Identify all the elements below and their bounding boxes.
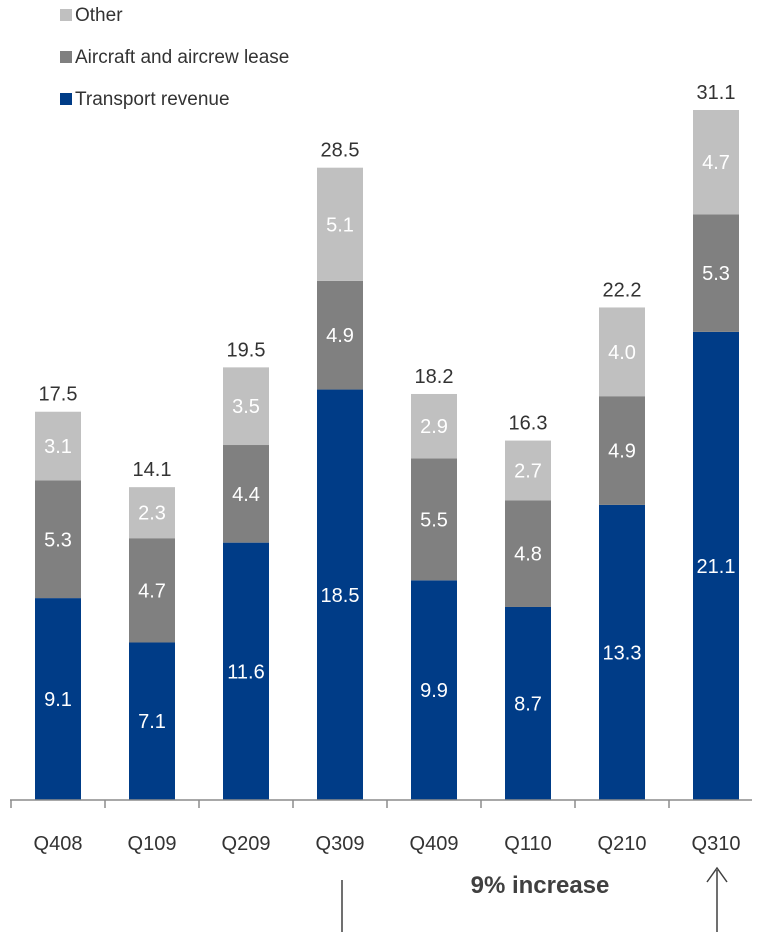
bar-segment-aircraft-and-aircrew-lease-q210 [599, 396, 645, 505]
bar-segment-other-q310 [693, 110, 739, 215]
data-label-transport-revenue-q110: 8.7 [514, 693, 542, 715]
total-label-q210: 22.2 [603, 279, 642, 301]
total-label-q409: 18.2 [415, 366, 454, 388]
data-label-transport-revenue-q210: 13.3 [603, 642, 642, 664]
total-label-q309: 28.5 [321, 140, 360, 162]
data-label-other-q109: 2.3 [138, 503, 166, 525]
x-tick-label-q209: Q209 [222, 833, 271, 855]
x-tick-label-q309: Q309 [316, 833, 365, 855]
x-tick-label-q109: Q109 [128, 833, 177, 855]
total-label-q310: 31.1 [697, 82, 736, 104]
x-tick-label-q408: Q408 [34, 833, 83, 855]
data-label-transport-revenue-q109: 7.1 [138, 711, 166, 733]
bar-segment-other-q110 [505, 440, 551, 501]
legend-label-other: Other [75, 5, 123, 26]
x-tick-label-q210: Q210 [598, 833, 647, 855]
bars: 9.1 5.3 3.1 17.5 7.1 4.7 2.3 14.1 11.6 4.4 3.5 19.5… [35, 82, 739, 800]
bar-segment-transport-revenue-q409 [411, 580, 457, 800]
data-label-transport-revenue-q209: 11.6 [227, 661, 264, 683]
legend-swatch-other [60, 9, 72, 21]
data-label-aircraft-and-aircrew-lease-q409: 5.5 [420, 509, 448, 531]
annotation: 9% increase [341, 866, 728, 932]
legend: Other Aircraft and aircrew lease Transport… [60, 5, 289, 110]
data-label-other-q209: 3.5 [232, 396, 260, 418]
data-label-aircraft-and-aircrew-lease-q209: 4.4 [232, 484, 260, 506]
data-label-other-q408: 3.1 [44, 436, 72, 458]
data-label-transport-revenue-q408: 9.1 [44, 689, 72, 711]
bar-segment-transport-revenue-q309 [317, 389, 363, 800]
bar-segment-aircraft-and-aircrew-lease-q309 [317, 280, 363, 390]
total-label-q408: 17.5 [39, 384, 78, 406]
x-tick-label-q310: Q310 [692, 833, 741, 855]
legend-swatch-transport-revenue [60, 93, 72, 105]
bar-segment-transport-revenue-q408 [35, 598, 81, 800]
x-tick-label-q110: Q110 [504, 833, 551, 855]
data-label-other-q310: 4.7 [702, 152, 730, 174]
data-label-aircraft-and-aircrew-lease-q110: 4.8 [514, 544, 542, 566]
bar-segment-other-q309 [317, 167, 363, 281]
bar-segment-transport-revenue-q109 [129, 642, 175, 800]
total-label-q209: 19.5 [227, 339, 266, 361]
x-axis: Q408 Q109 Q209 Q309 Q409 Q110 Q210 Q310 [10, 799, 752, 855]
data-label-aircraft-and-aircrew-lease-q210: 4.9 [608, 441, 636, 463]
bar-segment-transport-revenue-q209 [223, 542, 269, 800]
data-label-other-q210: 4.0 [608, 342, 636, 364]
bar-segment-aircraft-and-aircrew-lease-q110 [505, 500, 551, 607]
data-label-transport-revenue-q310: 21.1 [697, 556, 736, 578]
data-label-other-q409: 2.9 [420, 416, 448, 438]
data-label-transport-revenue-q409: 9.9 [420, 680, 448, 702]
legend-label-aircraft-and-aircrew-lease: Aircraft and aircrew lease [75, 47, 289, 68]
bar-segment-other-q409 [411, 393, 457, 459]
bar-segment-other-q209 [223, 367, 269, 446]
bar-segment-aircraft-and-aircrew-lease-q209 [223, 445, 269, 543]
bar-segment-transport-revenue-q110 [505, 606, 551, 800]
bar-segment-other-q408 [35, 411, 81, 481]
bar-segment-aircraft-and-aircrew-lease-q310 [693, 214, 739, 332]
data-label-aircraft-and-aircrew-lease-q310: 5.3 [702, 263, 730, 285]
data-label-transport-revenue-q309: 18.5 [321, 585, 360, 607]
legend-swatch-aircraft-and-aircrew-lease [60, 51, 72, 63]
bar-segment-aircraft-and-aircrew-lease-q409 [411, 458, 457, 581]
bar-segment-aircraft-and-aircrew-lease-q109 [129, 538, 175, 643]
data-label-other-q110: 2.7 [514, 461, 542, 483]
x-tick-label-q409: Q409 [410, 833, 459, 855]
comparison-arrow-head [706, 866, 728, 883]
bar-segment-transport-revenue-q310 [693, 331, 739, 800]
data-label-aircraft-and-aircrew-lease-q408: 5.3 [44, 529, 72, 551]
legend-label-transport-revenue: Transport revenue [75, 89, 230, 110]
annotation-text: 9% increase [471, 872, 610, 899]
bar-segment-other-q109 [129, 487, 175, 539]
bar-segment-aircraft-and-aircrew-lease-q408 [35, 480, 81, 599]
total-label-q109: 14.1 [133, 459, 172, 481]
bar-segment-other-q210 [599, 307, 645, 397]
data-label-other-q309: 5.1 [326, 214, 354, 236]
total-label-q110: 16.3 [509, 413, 548, 435]
data-label-aircraft-and-aircrew-lease-q309: 4.9 [326, 325, 354, 347]
data-label-aircraft-and-aircrew-lease-q109: 4.7 [138, 580, 166, 602]
bar-segment-transport-revenue-q210 [599, 504, 645, 800]
